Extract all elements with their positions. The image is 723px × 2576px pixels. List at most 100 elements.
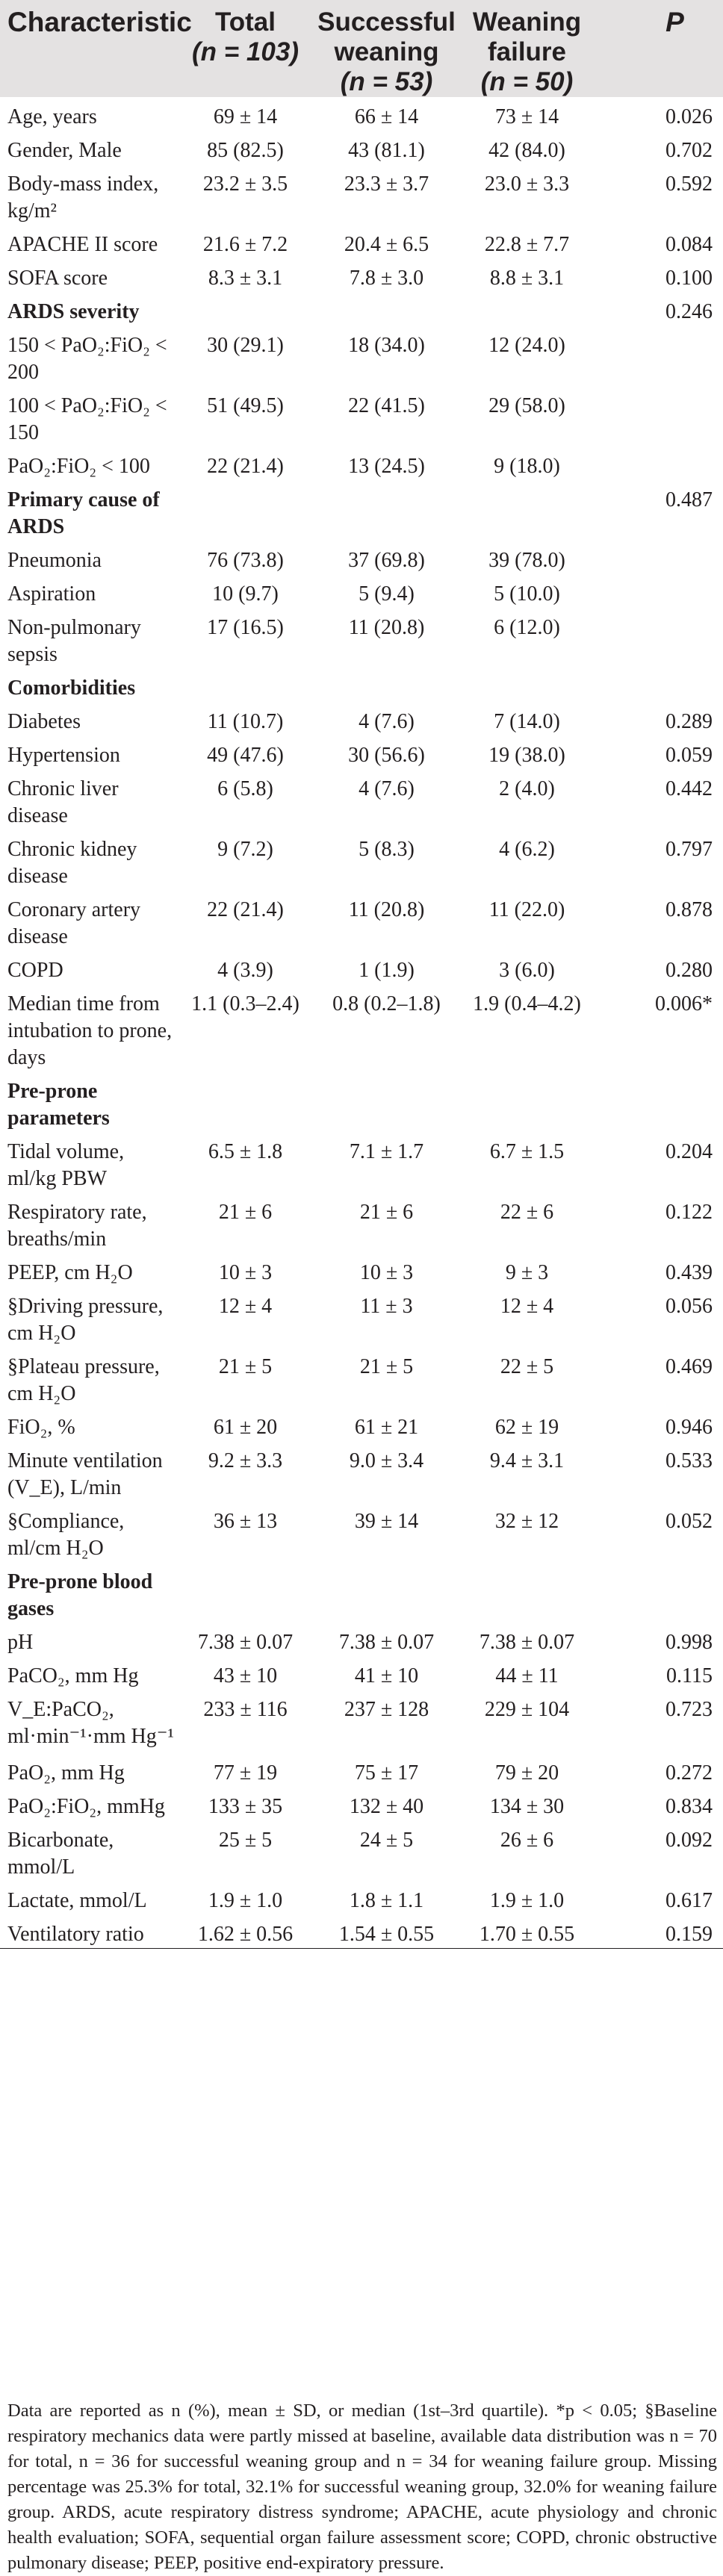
cell-total: 76 (73.8) xyxy=(207,549,284,572)
cell-successful-weaning: 5 (8.3) xyxy=(359,838,415,861)
cell-total: 69 ± 14 xyxy=(213,105,278,128)
cell-successful-weaning: 75 ± 17 xyxy=(354,1761,419,1785)
row-label: §Driving pressure, cm H₂O xyxy=(7,1295,164,1345)
cell-weaning-failure: 22 ± 6 xyxy=(500,1201,554,1224)
cell-total xyxy=(175,292,316,326)
cell-p-value: 0.056 xyxy=(665,1295,713,1318)
cell-weaning-failure xyxy=(457,668,597,702)
cell-total: 85 (82.5) xyxy=(207,139,284,162)
cell-p-value: 0.946 xyxy=(665,1416,713,1439)
table-row: Minute ventilation (V_E), L/min 9.2 ± 3.3… xyxy=(0,1441,723,1502)
row-label: PEEP, cm H₂O xyxy=(7,1261,133,1284)
cell-successful-weaning: 132 ± 40 xyxy=(349,1795,424,1818)
row-label: Respiratory rate, breaths/min xyxy=(7,1201,147,1251)
cell-weaning-failure: 44 ± 11 xyxy=(495,1664,559,1687)
cell-total: 233 ± 116 xyxy=(203,1698,288,1721)
cell-total: 21.6 ± 7.2 xyxy=(202,233,288,256)
row-label: V_E:PaCO₂, ml·min⁻¹·mm Hg⁻¹ xyxy=(7,1698,174,1748)
table-row: Bicarbonate, mmol/L 25 ± 5 24 ± 5 26 ± 6 0.0… xyxy=(0,1820,723,1881)
row-label: Chronic kidney disease xyxy=(7,838,137,888)
cell-weaning-failure: 6 (12.0) xyxy=(494,616,560,639)
cell-successful-weaning: 24 ± 5 xyxy=(359,1829,414,1852)
table-row: Aspiration 10 (9.7) 5 (9.4) 5 (10.0) xyxy=(0,574,723,608)
cell-weaning-failure: 5 (10.0) xyxy=(494,582,560,606)
row-label: COPD xyxy=(7,959,63,982)
table-row: COPD 4 (3.9) 1 (1.9) 3 (6.0) 0.280 xyxy=(0,951,723,984)
cell-total: 10 (9.7) xyxy=(212,582,279,606)
cell-successful-weaning: 37 (69.8) xyxy=(348,549,425,572)
cell-p-value: 0.533 xyxy=(665,1449,713,1472)
table-row: §Compliance, ml/cm H₂O 36 ± 13 39 ± 14 32 ±… xyxy=(0,1502,723,1562)
header-row: Characteristic Total (n = 103) Successfu… xyxy=(0,0,723,97)
row-label: 150 < PaO₂:FiO₂ < 200 xyxy=(7,334,167,384)
cell-p-value: 0.026 xyxy=(665,105,713,128)
cell-weaning-failure: 22.8 ± 7.7 xyxy=(484,233,570,256)
cell-total: 9.2 ± 3.3 xyxy=(208,1449,283,1472)
cell-weaning-failure: 134 ± 30 xyxy=(489,1795,565,1818)
cell-total: 6.5 ± 1.8 xyxy=(208,1140,283,1163)
cell-total: 12 ± 4 xyxy=(218,1295,273,1318)
cell-weaning-failure: 7.38 ± 0.07 xyxy=(479,1631,575,1654)
table-row: 100 < PaO₂:FiO₂ < 150 51 (49.5) 22 (41.5) 2… xyxy=(0,386,723,447)
cell-p-value xyxy=(597,608,723,668)
cell-p-value: 0.159 xyxy=(597,1914,723,1949)
table-row: Hypertension 49 (47.6) 30 (56.6) 19 (38.0) 0… xyxy=(0,735,723,769)
row-label: Coronary artery disease xyxy=(7,898,141,948)
table-row: §Plateau pressure, cm H₂O 21 ± 5 21 ± 5 22 … xyxy=(0,1347,723,1407)
cell-p-value xyxy=(597,541,723,574)
cell-p-value: 0.797 xyxy=(665,838,713,861)
cell-weaning-failure: 9 (18.0) xyxy=(494,455,560,478)
cell-successful-weaning xyxy=(316,292,457,326)
cell-successful-weaning: 7.1 ± 1.7 xyxy=(349,1140,424,1163)
cell-successful-weaning: 10 ± 3 xyxy=(359,1261,414,1284)
cell-weaning-failure: 73 ± 14 xyxy=(494,105,559,128)
cell-total: 49 (47.6) xyxy=(207,744,284,767)
cell-weaning-failure xyxy=(457,480,597,541)
cell-p-value xyxy=(597,668,723,702)
cell-total xyxy=(175,668,316,702)
row-label: Bicarbonate, mmol/L xyxy=(7,1829,114,1879)
cell-p-value xyxy=(597,1562,723,1623)
cell-total: 23.2 ± 3.5 xyxy=(202,172,288,196)
cell-successful-weaning: 11 (20.8) xyxy=(348,616,425,639)
cell-p-value: 0.878 xyxy=(665,898,713,921)
section-row: ARDS severity 0.246 xyxy=(0,292,723,326)
cell-weaning-failure xyxy=(457,292,597,326)
table-row: Diabetes 11 (10.7) 4 (7.6) 7 (14.0) 0.289 xyxy=(0,702,723,735)
cell-total: 30 (29.1) xyxy=(207,334,284,357)
cell-successful-weaning: 21 ± 6 xyxy=(359,1201,414,1224)
cell-total: 4 (3.9) xyxy=(217,959,273,982)
row-label: Chronic liver disease xyxy=(7,777,119,827)
table-row: 150 < PaO₂:FiO₂ < 200 30 (29.1) 18 (34.0) 1… xyxy=(0,326,723,386)
cell-total: 6 (5.8) xyxy=(217,777,273,800)
cell-p-value: 0.052 xyxy=(665,1510,713,1533)
table-row: §Driving pressure, cm H₂O 12 ± 4 11 ± 3 12 … xyxy=(0,1287,723,1347)
row-label: APACHE II score xyxy=(7,233,158,256)
cell-successful-weaning: 18 (34.0) xyxy=(348,334,425,357)
row-label: PaO₂, mm Hg xyxy=(7,1761,125,1785)
section-label: Comorbidities xyxy=(7,676,136,700)
cell-total: 11 (10.7) xyxy=(207,710,284,733)
section-label: ARDS severity xyxy=(7,300,140,323)
cell-total xyxy=(175,480,316,541)
table-row: PEEP, cm H₂O 10 ± 3 10 ± 3 9 ± 3 0.439 xyxy=(0,1253,723,1287)
cell-p-value: 0.442 xyxy=(665,777,713,800)
cell-successful-weaning xyxy=(316,480,457,541)
cell-successful-weaning: 9.0 ± 3.4 xyxy=(349,1449,424,1472)
header-weaning-failure: Weaning failure (n = 50) xyxy=(457,0,597,97)
cell-successful-weaning: 66 ± 14 xyxy=(354,105,419,128)
cell-successful-weaning: 13 (24.5) xyxy=(348,455,425,478)
cell-successful-weaning: 39 ± 14 xyxy=(354,1510,419,1533)
cell-weaning-failure: 12 (24.0) xyxy=(488,334,565,357)
cell-successful-weaning: 1.8 ± 1.1 xyxy=(349,1889,424,1912)
table-row: Respiratory rate, breaths/min 21 ± 6 21 ± … xyxy=(0,1192,723,1253)
cell-total: 1.9 ± 1.0 xyxy=(208,1889,283,1912)
table-row: Chronic kidney disease 9 (7.2) 5 (8.3) 4 (6… xyxy=(0,830,723,890)
section-row: Pre-prone parameters xyxy=(0,1071,723,1132)
cell-weaning-failure: 19 (38.0) xyxy=(488,744,565,767)
row-label: PaO₂:FiO₂, mmHg xyxy=(7,1795,165,1818)
table-row: Gender, Male 85 (82.5) 43 (81.1) 42 (84.0) 0… xyxy=(0,131,723,164)
cell-p-value: 0.092 xyxy=(665,1829,713,1852)
section-label: Pre-prone parameters xyxy=(7,1080,110,1130)
table-row: PaO₂:FiO₂, mmHg 133 ± 35 132 ± 40 134 ± 30 0… xyxy=(0,1787,723,1820)
